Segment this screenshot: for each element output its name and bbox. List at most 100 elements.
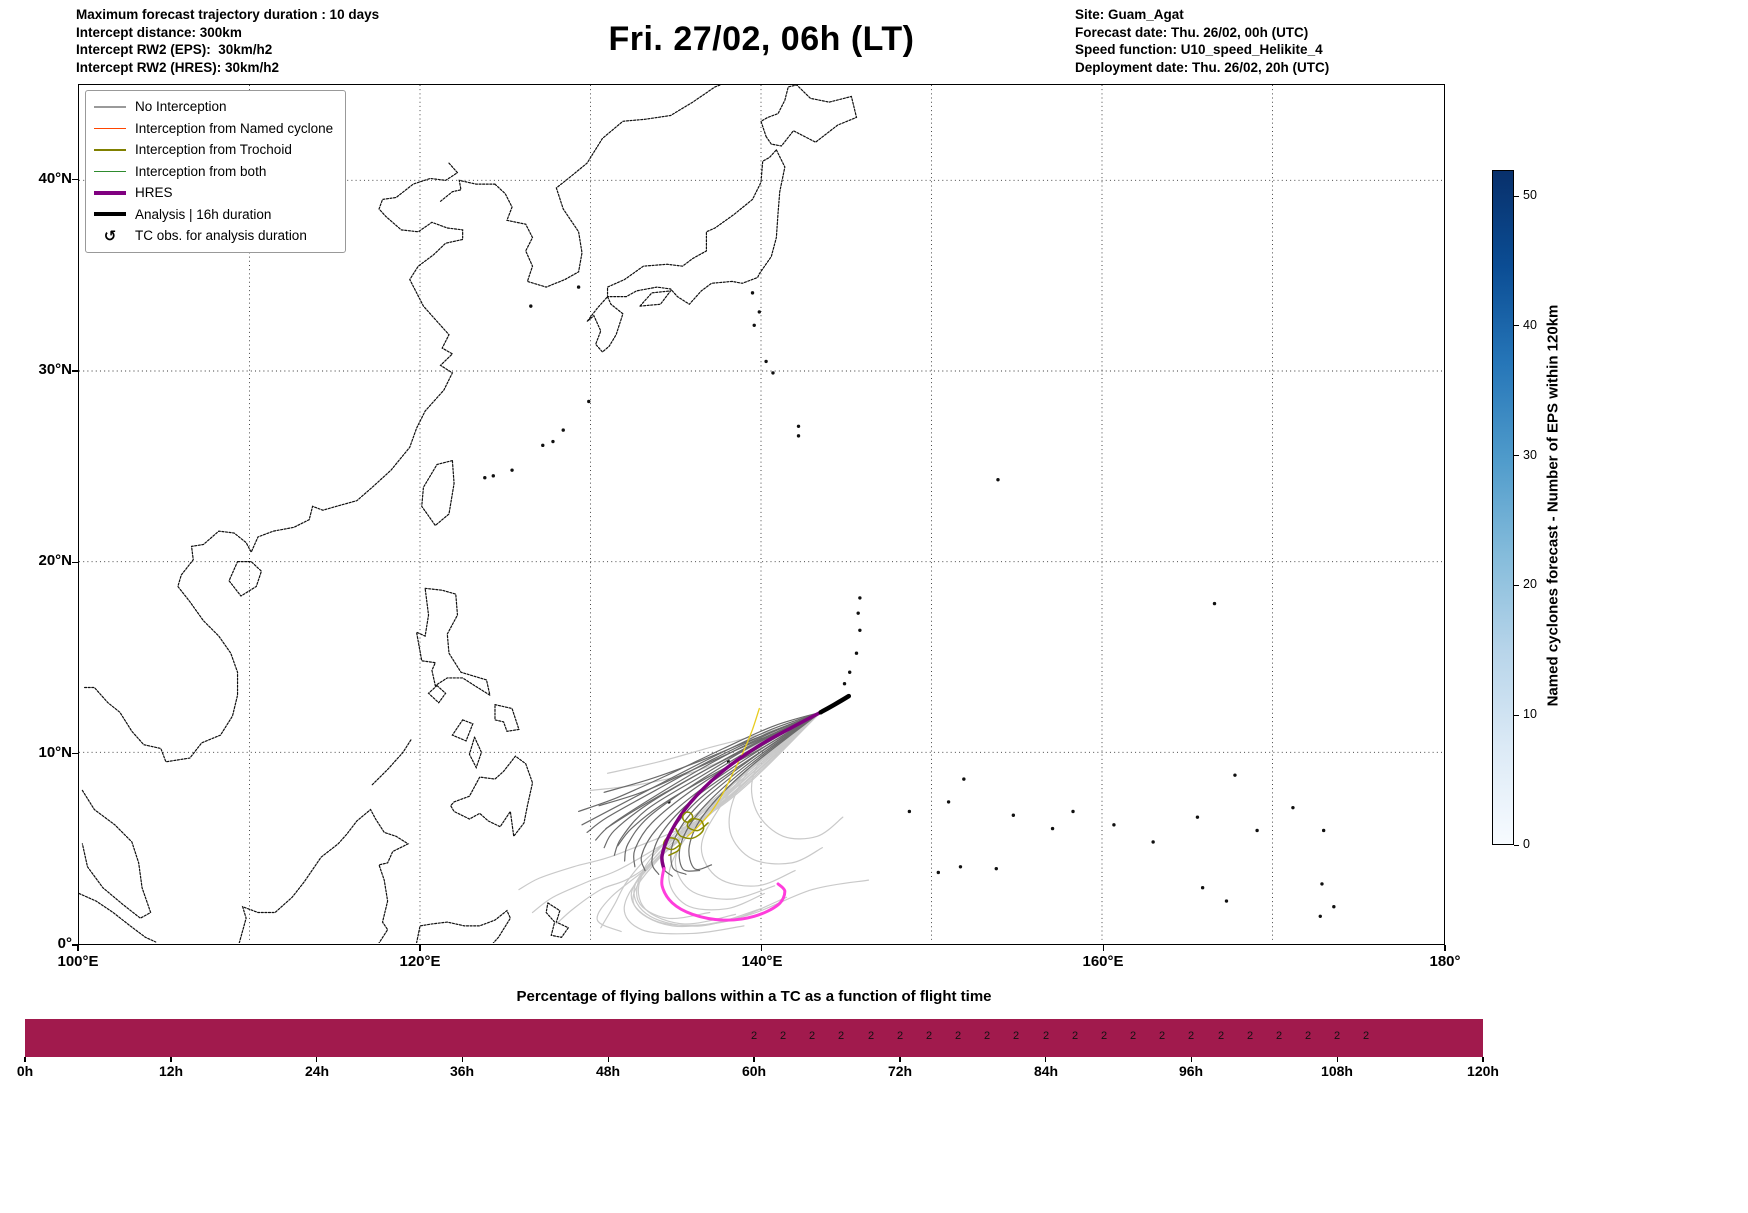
x-tick-mark	[760, 945, 763, 951]
tc-percent-value: 2	[1159, 1030, 1166, 1042]
coastline	[545, 902, 570, 938]
y-tick-mark	[72, 370, 78, 372]
x-tick-mark	[1102, 945, 1104, 951]
legend-label: Analysis | 16h duration	[135, 206, 272, 222]
coastline	[415, 587, 491, 697]
tc-percent-value: 2	[1334, 1030, 1341, 1042]
coastline	[760, 85, 858, 147]
legend-item: Interception from Named cyclone	[94, 118, 333, 140]
track-no-interception-light	[674, 711, 822, 900]
island-dot	[796, 424, 801, 429]
bar-chart-title: Percentage of flying ballons within a TC…	[516, 988, 992, 1005]
legend-sample	[94, 170, 126, 172]
coastline	[439, 179, 496, 202]
tc-percent-value: 2	[926, 1030, 933, 1042]
tc-percent-value: 2	[984, 1030, 991, 1042]
legend-label: Interception from Trochoid	[135, 142, 292, 158]
legend-item: ↺ TC obs. for analysis duration	[94, 225, 333, 247]
island-dot	[1071, 809, 1075, 814]
info-line: Intercept RW2 (EPS): 30km/h2	[76, 42, 273, 57]
legend-sample	[94, 127, 126, 129]
bar-axis-tick-label: 36h	[449, 1063, 475, 1079]
x-tick-mark	[77, 945, 79, 951]
legend-item: Analysis | 16h duration	[94, 204, 333, 226]
y-tick-label: 10°N	[38, 744, 72, 761]
legend-label: No Interception	[135, 99, 227, 115]
island-dot	[757, 310, 761, 314]
info-line: Maximum forecast trajectory duration : 1…	[76, 7, 380, 22]
x-tick-label: 100°E	[57, 953, 99, 970]
tc-percent-value: 2	[868, 1030, 875, 1042]
coastline	[451, 719, 474, 742]
bar-axis-tick-mark	[170, 1057, 172, 1062]
tc-percent-value: 2	[838, 1030, 845, 1042]
island-dot	[1011, 813, 1016, 817]
island-dot	[858, 628, 862, 632]
legend-sample	[94, 190, 126, 195]
bar-axis-tick-label: 108h	[1321, 1063, 1353, 1079]
island-dot	[551, 439, 555, 444]
tc-percent-value: 2	[1247, 1030, 1254, 1042]
legend-line-sample	[94, 149, 126, 151]
tc-percent-value: 2	[1188, 1030, 1195, 1042]
coastline	[449, 755, 534, 838]
coastline	[639, 290, 672, 307]
legend-label: TC obs. for analysis duration	[135, 228, 307, 244]
coastline	[415, 909, 512, 943]
track-no-interception-light	[668, 711, 822, 911]
legend-item: HRES	[94, 182, 333, 204]
tc-percent-value: 2	[1101, 1030, 1108, 1042]
island-dot	[491, 474, 495, 478]
island-dot	[1255, 828, 1259, 833]
track-no-interception	[617, 711, 822, 847]
bar-axis-tick-label: 12h	[158, 1063, 184, 1079]
track-no-interception	[578, 711, 822, 813]
track-trochoid	[675, 817, 709, 840]
x-tick-label: 180°	[1429, 953, 1461, 970]
legend-line-sample	[94, 190, 126, 195]
coastline	[83, 162, 464, 763]
legend-line-sample	[94, 106, 126, 108]
colorbar-tick-mark	[1514, 455, 1519, 457]
legend-line-sample	[94, 127, 126, 129]
island-dot	[1318, 914, 1322, 918]
colorbar-tick-label: 0	[1523, 837, 1530, 851]
map-svg	[79, 85, 1443, 943]
tc-percent-value: 2	[1072, 1030, 1079, 1042]
island-dot	[996, 478, 1000, 482]
island-dot	[842, 682, 847, 686]
island-dot	[858, 596, 862, 600]
island-dot	[483, 476, 487, 480]
island-dot	[541, 443, 545, 448]
track-no-interception-light	[623, 711, 822, 935]
colorbar-tick-mark	[1514, 714, 1519, 716]
bar-axis-tick-label: 60h	[741, 1063, 767, 1079]
island-dot	[907, 809, 912, 814]
island-dot	[1321, 828, 1326, 833]
legend-item: Interception from both	[94, 161, 333, 183]
island-dot	[1320, 882, 1324, 886]
info-line: Forecast date: Thu. 26/02, 00h (UTC)	[1075, 24, 1309, 40]
coastline	[468, 736, 483, 770]
bar-axis-tick-mark	[899, 1057, 901, 1062]
tc-percent-value: 2	[751, 1030, 758, 1042]
track-hres-intercept	[660, 867, 787, 922]
island-dot	[510, 468, 514, 472]
island-dot	[854, 651, 859, 655]
bar-axis-tick-mark	[461, 1057, 464, 1062]
x-tick-label: 120°E	[399, 953, 441, 970]
y-tick-mark	[72, 752, 78, 755]
x-tick-mark	[419, 945, 421, 951]
colorbar-tick-label: 50	[1523, 188, 1537, 202]
tc-percent-value: 2	[1043, 1030, 1050, 1042]
info-line: Site: Guam_Agat	[1075, 7, 1184, 22]
bar-axis-tick-mark	[1044, 1057, 1047, 1062]
legend-line-sample	[94, 212, 126, 217]
bar-axis-tick-label: 96h	[1178, 1063, 1204, 1079]
track-no-interception-light	[600, 711, 822, 929]
site-info: Site: Guam_Agat Forecast date: Thu. 26/02…	[1075, 6, 1329, 76]
tc-percent-value: 2	[897, 1030, 904, 1042]
island-dot	[848, 670, 852, 674]
bar-axis-tick-mark	[1482, 1057, 1484, 1062]
legend-item: Interception from Trochoid	[94, 139, 333, 161]
